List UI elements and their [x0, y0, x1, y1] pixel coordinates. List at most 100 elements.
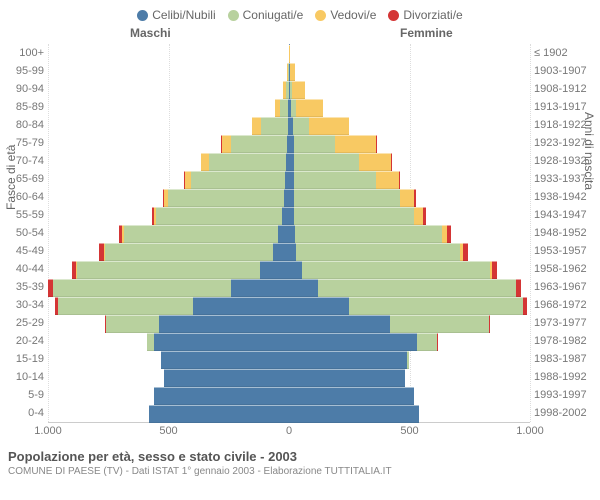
bar-segment: [296, 99, 323, 117]
age-row: 10-141988-1992: [48, 368, 530, 386]
female-bar: [289, 261, 530, 277]
plot-area: 100+≤ 190295-991903-190790-941908-191285…: [48, 44, 530, 423]
bar-segment: [489, 315, 490, 333]
female-bar: [289, 225, 530, 241]
bar-segment: [261, 117, 288, 135]
bar-segment: [105, 243, 274, 261]
bar-segment: [414, 207, 423, 225]
female-bar: [289, 279, 530, 295]
age-row: 85-891913-1917: [48, 98, 530, 116]
male-bar: [48, 333, 289, 349]
bar-segment: [423, 207, 425, 225]
female-bar: [289, 135, 530, 151]
birth-year-label: 1983-1987: [534, 350, 598, 368]
female-bar: [289, 333, 530, 349]
bar-segment: [209, 153, 286, 171]
bar-segment: [463, 243, 467, 261]
bar-segment: [260, 261, 289, 279]
birth-year-label: 1988-1992: [534, 368, 598, 386]
age-label: 45-49: [2, 242, 44, 260]
male-bar: [48, 189, 289, 205]
bar-segment: [289, 369, 405, 387]
age-row: 100+≤ 1902: [48, 44, 530, 62]
female-bar: [289, 207, 530, 223]
age-label: 60-64: [2, 188, 44, 206]
birth-year-label: 1918-1922: [534, 116, 598, 134]
birth-year-label: 1908-1912: [534, 80, 598, 98]
legend-swatch: [388, 10, 399, 21]
age-row: 45-491953-1957: [48, 242, 530, 260]
bar-segment: [376, 171, 399, 189]
legend-item: Vedovi/e: [315, 8, 376, 22]
legend-item: Coniugati/e: [228, 8, 304, 22]
male-bar: [48, 261, 289, 277]
bar-segment: [77, 261, 260, 279]
bar-segment: [349, 297, 523, 315]
bar-segment: [335, 135, 376, 153]
male-bar: [48, 279, 289, 295]
bar-segment: [159, 315, 289, 333]
bar-segment: [447, 225, 451, 243]
bar-segment: [58, 297, 193, 315]
age-label: 15-19: [2, 350, 44, 368]
age-row: 55-591943-1947: [48, 206, 530, 224]
bar-segment: [154, 333, 289, 351]
bar-segment: [289, 315, 390, 333]
female-bar: [289, 81, 530, 97]
bar-segment: [53, 279, 231, 297]
age-label: 65-69: [2, 170, 44, 188]
male-bar: [48, 171, 289, 187]
gender-headers: Maschi Femmine: [0, 26, 600, 44]
bar-segment: [293, 117, 310, 135]
bar-segment: [294, 207, 415, 225]
bar-segment: [407, 351, 409, 369]
bar-segment: [156, 207, 281, 225]
bar-segment: [492, 261, 497, 279]
age-row: 30-341968-1972: [48, 296, 530, 314]
female-bar: [289, 315, 530, 331]
birth-year-label: 1943-1947: [534, 206, 598, 224]
birth-year-label: 1938-1942: [534, 188, 598, 206]
birth-year-label: 1993-1997: [534, 386, 598, 404]
bar-segment: [161, 351, 289, 369]
birth-year-label: ≤ 1902: [534, 44, 598, 62]
bar-segment: [193, 297, 289, 315]
birth-year-label: 1903-1907: [534, 62, 598, 80]
bar-segment: [289, 279, 318, 297]
age-label: 50-54: [2, 224, 44, 242]
bar-segment: [201, 153, 209, 171]
female-bar: [289, 99, 530, 115]
bar-segment: [282, 207, 289, 225]
age-label: 95-99: [2, 62, 44, 80]
bar-segment: [154, 387, 289, 405]
bar-segment: [231, 279, 289, 297]
female-bar: [289, 63, 530, 79]
age-label: 85-89: [2, 98, 44, 116]
age-row: 40-441958-1962: [48, 260, 530, 278]
birth-year-label: 1978-1982: [534, 332, 598, 350]
bar-segment: [289, 243, 296, 261]
female-bar: [289, 369, 530, 385]
male-bar: [48, 153, 289, 169]
birth-year-label: 1928-1932: [534, 152, 598, 170]
x-tick-label: 500: [400, 425, 418, 437]
bar-segment: [302, 261, 490, 279]
male-bar: [48, 315, 289, 331]
bar-segment: [390, 315, 489, 333]
male-bar: [48, 297, 289, 313]
birth-year-label: 1963-1967: [534, 278, 598, 296]
female-bar: [289, 243, 530, 259]
legend-item: Celibi/Nubili: [137, 8, 215, 22]
birth-year-label: 1933-1937: [534, 170, 598, 188]
x-tick-label: 1.000: [516, 425, 544, 437]
male-bar: [48, 351, 289, 367]
female-bar: [289, 117, 530, 133]
birth-year-label: 1958-1962: [534, 260, 598, 278]
male-bar: [48, 369, 289, 385]
bar-segment: [191, 171, 285, 189]
bar-segment: [289, 387, 414, 405]
male-bar: [48, 63, 289, 79]
chart-subtitle: COMUNE DI PAESE (TV) - Dati ISTAT 1° gen…: [8, 466, 600, 477]
bar-segment: [280, 99, 288, 117]
bar-segment: [292, 81, 305, 99]
